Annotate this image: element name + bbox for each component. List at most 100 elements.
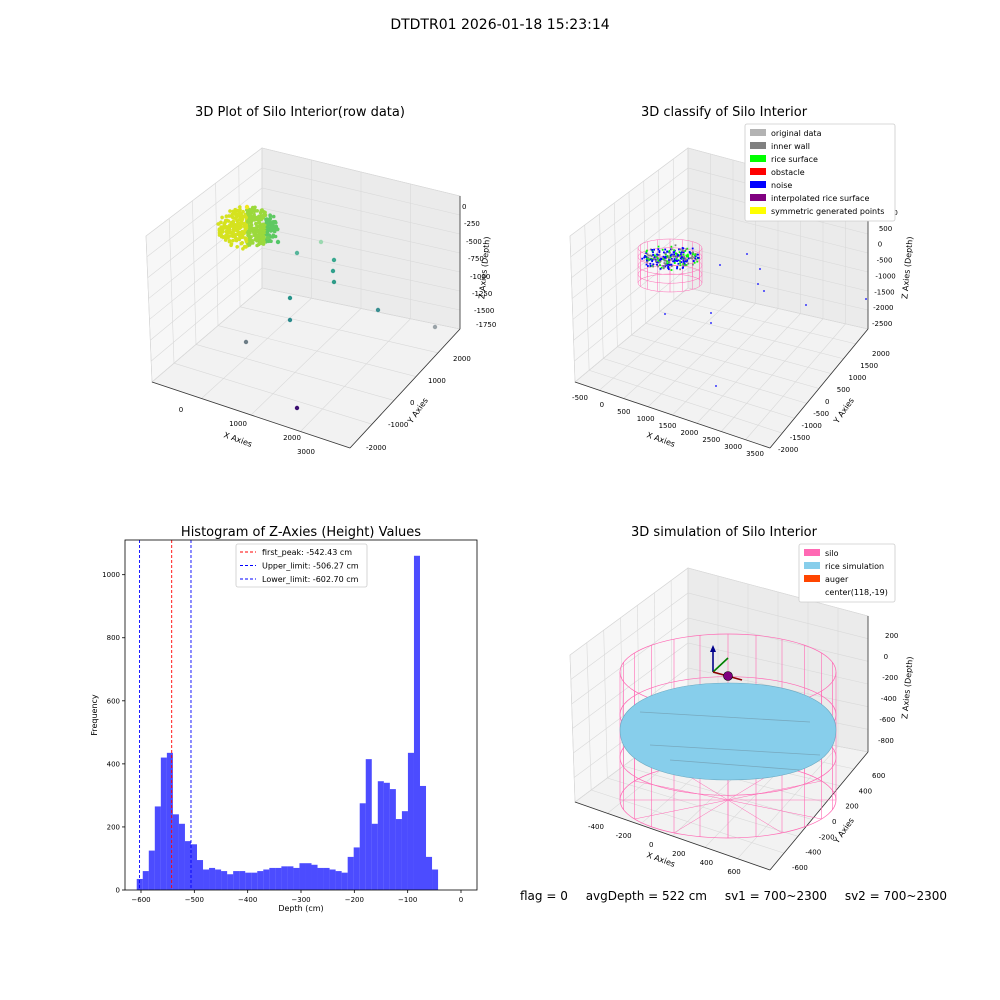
- histogram-bar: [389, 789, 396, 890]
- data-point: [224, 233, 228, 238]
- classified-point: [657, 261, 660, 264]
- grid-x: [300, 318, 411, 432]
- chart-title: 3D classify of Silo Interior: [641, 105, 808, 120]
- y-tick-label: 600: [872, 772, 885, 780]
- data-point: [254, 233, 259, 238]
- classified-point: [676, 256, 679, 258]
- classified-point: [651, 249, 653, 251]
- classified-point: [681, 256, 683, 258]
- grid-y: [589, 369, 783, 434]
- classified-point: [664, 248, 667, 251]
- classified-point: [683, 264, 686, 267]
- noise-point: [805, 304, 807, 306]
- y-tick-label: 2000: [872, 350, 890, 358]
- classified-point: [673, 255, 676, 258]
- classified-point: [673, 253, 675, 256]
- legend-swatch: [750, 168, 766, 175]
- data-point: [318, 239, 324, 245]
- classified-point: [669, 251, 671, 254]
- histogram-bar: [178, 823, 185, 890]
- data-point: [227, 230, 232, 234]
- classified-point: [675, 258, 678, 260]
- data-point: [241, 247, 245, 251]
- histogram-bar: [432, 869, 439, 890]
- classified-point: [651, 250, 654, 253]
- classified-point: [655, 256, 658, 259]
- classified-point: [669, 255, 672, 257]
- x-axis-label: X Axies: [222, 430, 253, 449]
- data-point: [233, 211, 238, 216]
- classified-point: [676, 253, 679, 255]
- z-tick-label: -1500: [874, 288, 894, 296]
- classified-point: [661, 248, 664, 251]
- grid-y: [168, 218, 175, 364]
- grid-z: [571, 207, 869, 299]
- z-tick-label: -400: [881, 695, 897, 703]
- data-point: [269, 222, 274, 227]
- data-point: [234, 217, 238, 221]
- y-tick-label: 0: [832, 818, 836, 826]
- grid-y: [672, 158, 675, 300]
- data-point: [231, 238, 235, 243]
- histogram-bar: [371, 823, 378, 890]
- classified-point: [656, 257, 659, 260]
- x-tick-label: 2000: [283, 434, 301, 442]
- classified-point: [660, 266, 663, 269]
- classified-point: [670, 258, 672, 261]
- data-point: [219, 234, 224, 239]
- histogram-bar: [215, 869, 222, 890]
- histogram-bar: [413, 555, 420, 890]
- z-tick-label: -800: [878, 737, 894, 745]
- auger-y-axis: [712, 657, 729, 673]
- legend-entry: symmetric generated points: [771, 207, 884, 216]
- classified-point: [660, 257, 662, 260]
- classified-point: [662, 258, 665, 261]
- histogram-bar: [395, 819, 402, 890]
- data-point: [331, 257, 337, 263]
- classified-point: [692, 251, 694, 254]
- classified-point: [671, 248, 673, 251]
- legend-swatch: [750, 194, 766, 201]
- classified-point: [663, 259, 666, 262]
- histogram-bar: [142, 871, 149, 890]
- data-point: [265, 220, 270, 224]
- legend-entry: inner wall: [771, 142, 810, 151]
- z-tick-label: -2500: [872, 320, 892, 328]
- grid-y: [591, 789, 785, 854]
- x-tick-label: -400: [588, 823, 604, 831]
- classified-point: [646, 259, 648, 262]
- data-point: [294, 405, 300, 411]
- classified-point: [672, 260, 674, 263]
- z-tick-label: -1000: [470, 273, 490, 281]
- surface-ridge: [639, 711, 811, 723]
- histogram-bar: [148, 850, 155, 890]
- grid-z: [148, 207, 461, 299]
- classified-point: [688, 251, 691, 254]
- legend-entry: first_peak: -542.43 cm: [262, 548, 352, 557]
- noise-point: [757, 283, 759, 285]
- histogram-bar: [359, 803, 366, 890]
- wire-spoke: [634, 780, 729, 801]
- data-point: [272, 227, 276, 231]
- classified-point: [668, 250, 671, 252]
- y-tick-label: -200: [819, 833, 835, 841]
- chart-title: 3D simulation of Silo Interior: [631, 525, 818, 540]
- classified-point: [667, 263, 670, 266]
- data-point: [248, 235, 253, 239]
- histogram-bar: [407, 752, 414, 890]
- classified-point: [681, 251, 683, 254]
- x-tick-label: 500: [617, 408, 630, 416]
- classified-point: [649, 262, 652, 265]
- classified-point: [646, 260, 649, 263]
- classified-point: [682, 250, 685, 252]
- z-tick-label: -2000: [873, 304, 893, 312]
- data-point: [253, 230, 258, 235]
- histogram-bar: [275, 867, 282, 890]
- data-point: [263, 210, 267, 215]
- classified-point: [645, 250, 648, 253]
- data-point: [217, 228, 222, 233]
- classified-point: [673, 249, 675, 252]
- data-point: [244, 245, 248, 249]
- histogram-bar: [335, 871, 342, 890]
- avg-depth-readout: avgDepth = 522 cm: [585, 889, 707, 903]
